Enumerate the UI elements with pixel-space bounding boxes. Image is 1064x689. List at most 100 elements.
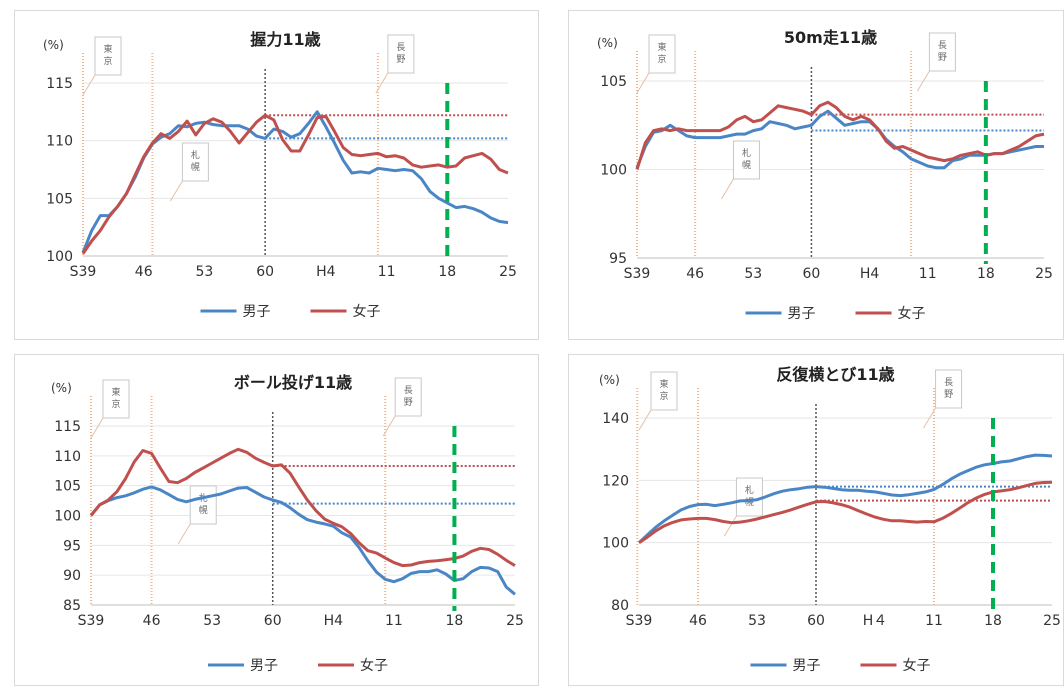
event-callout: 東京 [90,379,130,439]
x-tick-label: 18 [984,613,1002,629]
legend-male-label: 男子 [250,658,278,674]
female-series-line [635,100,1045,170]
x-tick-label: S39 [626,613,653,629]
y-axis-label: (%) [43,38,64,52]
x-tick-label: 25 [506,613,524,629]
event-callout: 札幌 [721,140,760,200]
event-callout: 長野 [916,32,956,92]
chart-svg-ball: 85 90 95 100 105 110 115 S39 46 53 60 H4 11 18 25 (%) ボー… [51,373,524,674]
male-series-line [635,109,1044,170]
chart-panel-jump: 80 100 120 140 S39 46 53 60 H４ 11 18 25 (%) 反復横とび11歳東… [568,354,1064,686]
event-callout-pointer [638,409,652,431]
event-callout-box [394,377,422,417]
event-callout-label: 札 [745,484,754,496]
event-callout-label: 東 [659,378,668,390]
event-callout-label: 長 [404,385,413,396]
x-tick-label: 11 [919,266,937,282]
y-axis-label: (%) [599,373,620,387]
y-tick-label: 140 [602,411,629,427]
event-callout-box [732,140,760,180]
y-tick-label: 85 [63,598,81,614]
x-tick-label: 60 [803,266,821,282]
x-tick-label: 53 [744,266,762,282]
legend-female-label: 女子 [353,303,381,320]
event-callout-box [735,477,763,517]
x-tick-label: 11 [925,613,943,629]
y-tick-label: 115 [54,419,81,435]
x-tick-label: 53 [196,264,214,280]
x-tick-label: 60 [264,613,282,629]
female-series-line [89,447,516,568]
y-axis-label: (%) [51,381,72,395]
male-series-line [637,453,1053,544]
event-callout-label: 長 [396,42,405,53]
event-callout-pointer [90,417,104,439]
x-tick-label: H4 [860,266,880,282]
event-callout-box [189,485,217,525]
y-tick-label: 100 [600,163,627,179]
event-callout: 東京 [636,34,676,94]
y-tick-label: 105 [46,191,73,207]
x-tick-label: 53 [748,613,766,629]
legend-male-label: 男子 [793,658,821,674]
x-tick-label: 18 [977,266,995,282]
legend-female-label: 女子 [903,657,931,674]
event-callout: 札幌 [169,142,209,202]
event-callout-label: 東 [657,41,666,53]
event-callout-label: 京 [657,53,666,65]
x-tick-label: 60 [256,264,274,280]
event-callout-pointer [169,180,183,202]
event-callout-pointer [923,407,937,429]
event-callout-box [102,379,130,419]
x-tick-label: 60 [807,613,825,629]
x-tick-label: S39 [624,266,651,282]
x-tick-label: 11 [385,613,403,629]
legend-female-label: 女子 [360,657,388,674]
x-tick-label: 46 [686,266,704,282]
y-tick-label: 100 [46,249,73,265]
event-callout-label: 幌 [742,159,751,171]
event-callout-label: 野 [938,52,947,63]
event-callout-pointer [721,178,734,200]
event-callout-label: 長 [944,377,953,388]
y-tick-label: 105 [600,74,627,90]
event-callout-box [94,36,122,76]
event-callout-label: 札 [742,147,751,159]
x-tick-label: 18 [446,613,464,629]
legend-female-label: 女子 [898,305,926,322]
event-callout-label: 京 [111,398,120,410]
chart-title: 反復横とび11歳 [776,365,894,384]
x-tick-label: 25 [499,264,517,280]
female-series-line [638,480,1053,544]
event-callout-box [935,369,963,409]
event-callout-box [648,34,676,74]
event-callout-label: 京 [659,390,668,402]
x-tick-label: 25 [1035,266,1053,282]
chart-panel-ball: 85 90 95 100 105 110 115 S39 46 53 60 H4 11 18 25 (%) ボー… [14,354,539,686]
x-tick-label: S39 [70,264,97,280]
event-callout-box [928,32,956,72]
event-callout: 長野 [382,377,422,437]
event-callout-pointer [382,415,396,437]
event-callout-label: 幌 [191,161,200,173]
event-callout-label: 幌 [199,504,208,516]
event-callout: 東京 [638,371,678,431]
x-tick-label: 46 [135,264,153,280]
chart-title: ボール投げ11歳 [234,373,352,392]
y-tick-label: 80 [611,598,629,614]
event-callout-label: 札 [191,149,200,161]
y-tick-label: 105 [54,479,81,495]
event-callout-pointer [723,515,737,537]
x-tick-label: 46 [143,613,161,629]
x-tick-label: 11 [378,264,396,280]
event-callout-pointer [375,72,389,94]
x-tick-label: S39 [78,613,105,629]
y-tick-label: 90 [63,568,81,584]
event-callout-label: 長 [938,40,947,51]
male-series-line [89,485,516,596]
y-tick-label: 95 [63,538,81,554]
x-tick-label: H4 [316,264,336,280]
event-callout: 長野 [923,369,963,429]
